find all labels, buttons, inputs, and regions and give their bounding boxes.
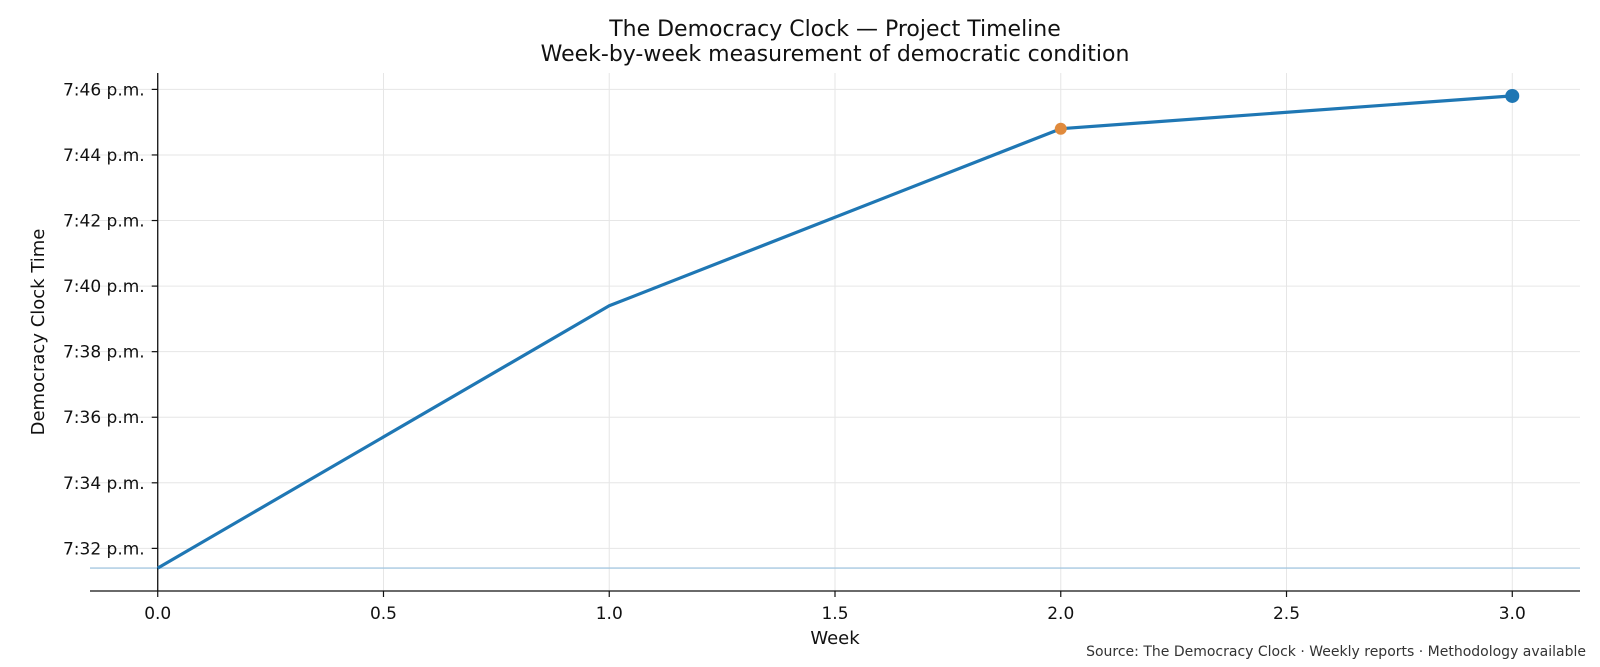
x-tick-label: 2.5	[1273, 604, 1300, 624]
y-tick-label: 7:44 p.m.	[63, 146, 145, 166]
y-axis-title: Democracy Clock Time	[28, 229, 49, 436]
x-tick-label: 2.0	[1047, 604, 1074, 624]
highlight-point	[1054, 122, 1067, 135]
grid	[90, 73, 1580, 591]
x-tick-label: 1.0	[596, 604, 623, 624]
highlight-point	[1505, 88, 1520, 103]
chart-title: The Democracy Clock — Project Timeline	[608, 17, 1061, 42]
y-tick-label: 7:36 p.m.	[63, 408, 145, 428]
y-tick-label: 7:34 p.m.	[63, 474, 145, 494]
chart-subtitle: Week-by-week measurement of democratic c…	[541, 42, 1130, 67]
x-tick-label: 3.0	[1499, 604, 1526, 624]
series-line	[156, 94, 1513, 570]
source-note: Source: The Democracy Clock · Weekly rep…	[1086, 644, 1586, 660]
highlight-points	[1054, 88, 1520, 135]
x-tick-label: 0.5	[370, 604, 397, 624]
x-tick-label: 1.5	[821, 604, 848, 624]
y-tick-label: 7:32 p.m.	[63, 539, 145, 559]
x-axis-title: Week	[810, 628, 860, 649]
y-tick-label: 7:46 p.m.	[63, 80, 145, 100]
y-tick-label: 7:42 p.m.	[63, 212, 145, 232]
x-tick-label: 0.0	[144, 604, 171, 624]
y-tick-label: 7:40 p.m.	[63, 277, 145, 297]
y-tick-label: 7:38 p.m.	[63, 343, 145, 363]
tick-labels: 0.0 0.5 1.0 1.5 2.0 2.5 3.0 7:32 p.m. 7:34 p.m. 7…	[63, 80, 1526, 624]
